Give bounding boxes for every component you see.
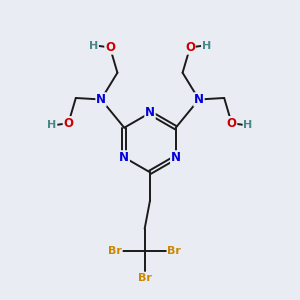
Text: N: N bbox=[96, 93, 106, 106]
Text: O: O bbox=[185, 41, 195, 54]
Text: O: O bbox=[226, 117, 237, 130]
Text: N: N bbox=[194, 93, 204, 106]
Text: H: H bbox=[243, 120, 253, 130]
Text: O: O bbox=[105, 41, 115, 54]
Text: Br: Br bbox=[167, 246, 181, 256]
Text: H: H bbox=[47, 120, 57, 130]
Text: O: O bbox=[63, 117, 74, 130]
Text: N: N bbox=[145, 106, 155, 119]
Text: N: N bbox=[171, 151, 181, 164]
Text: Br: Br bbox=[108, 246, 122, 256]
Text: N: N bbox=[119, 151, 129, 164]
Text: H: H bbox=[202, 41, 211, 51]
Text: H: H bbox=[89, 41, 98, 51]
Text: Br: Br bbox=[138, 273, 152, 283]
